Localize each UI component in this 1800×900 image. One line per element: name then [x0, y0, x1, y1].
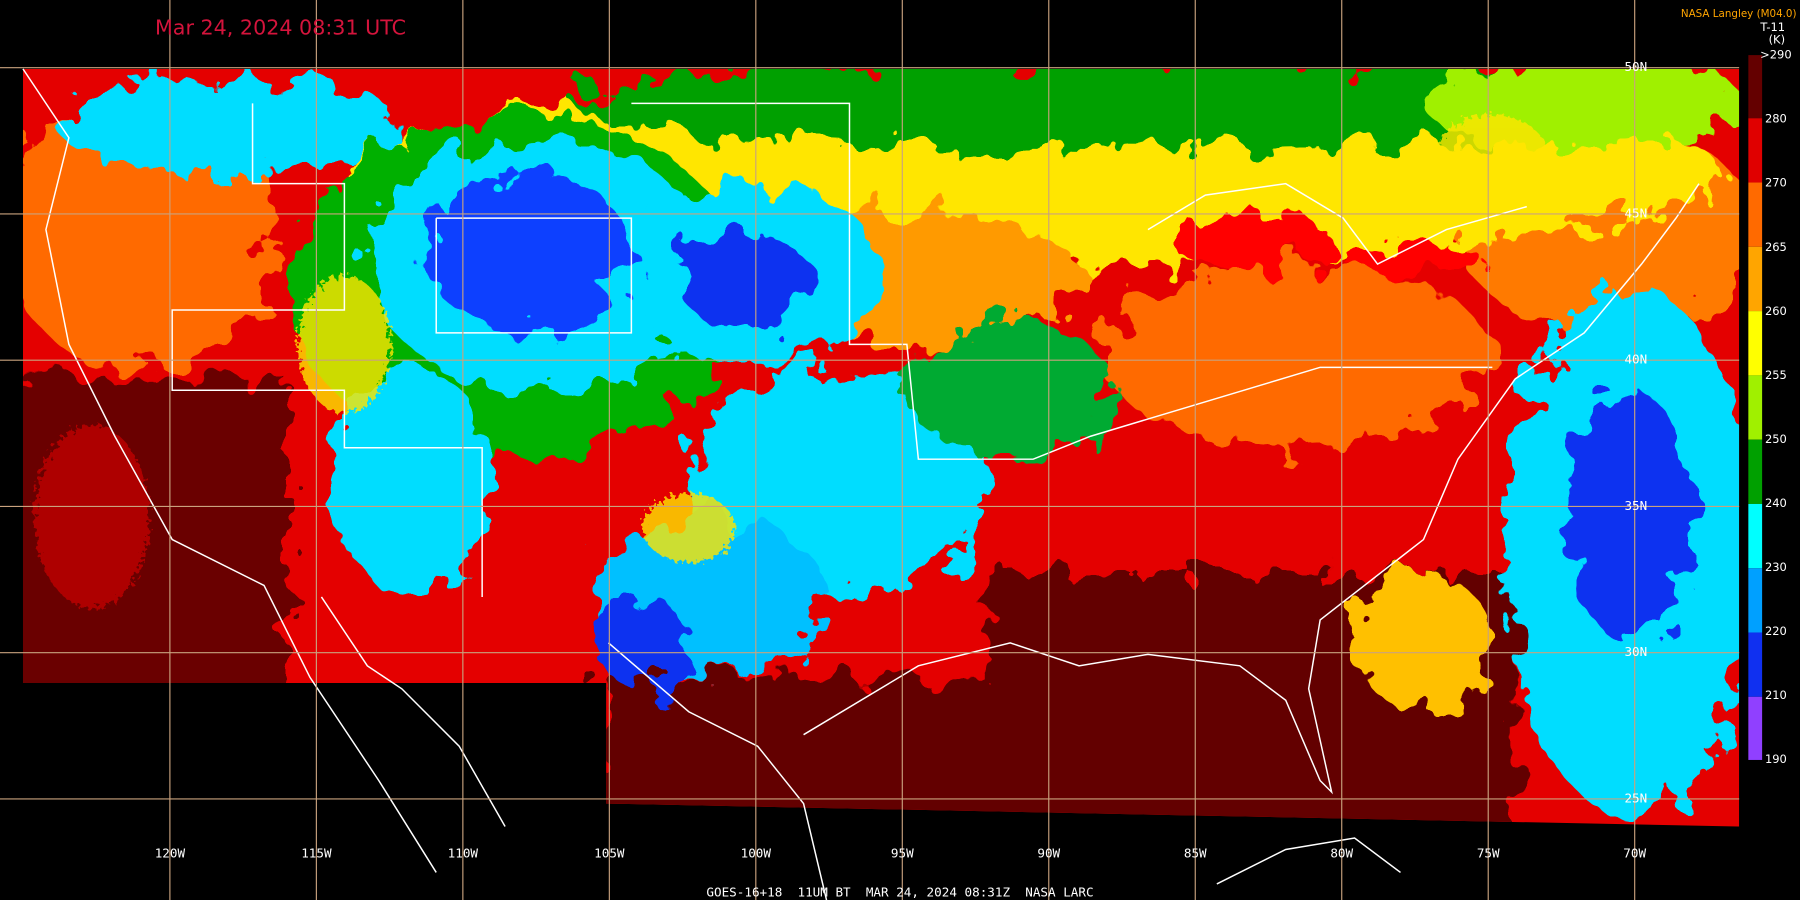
- longitude-label: 110W: [448, 846, 479, 861]
- latitude-label: 25N: [1624, 790, 1647, 805]
- colorbar-label: 210: [1765, 688, 1787, 702]
- latitude-label: 45N: [1624, 205, 1647, 220]
- colorbar-label: >290: [1760, 48, 1791, 62]
- latitude-label: 30N: [1624, 644, 1647, 659]
- latitude-label: 40N: [1624, 352, 1647, 367]
- colorbar-label: 230: [1765, 560, 1787, 574]
- longitude-label: 85W: [1184, 846, 1207, 861]
- channel: T-11: [1759, 20, 1785, 34]
- colorbar-label: 280: [1765, 112, 1787, 126]
- unit: (K): [1769, 33, 1785, 47]
- colorbar-label: 255: [1765, 368, 1787, 382]
- colorbar: [1748, 55, 1763, 760]
- longitude-label: 115W: [301, 846, 332, 861]
- latitude-label: 50N: [1624, 59, 1647, 74]
- longitude-label: 70W: [1623, 846, 1646, 861]
- longitude-label: 75W: [1477, 846, 1500, 861]
- colorbar-label: 270: [1765, 176, 1787, 190]
- footer: GOES-16+18 11UM BT MAR 24, 2024 08:31Z N…: [706, 885, 1093, 900]
- colorbar-label: 190: [1765, 752, 1787, 766]
- longitude-label: 100W: [741, 846, 772, 861]
- longitude-label: 80W: [1330, 846, 1353, 861]
- colorbar-label: 260: [1765, 304, 1787, 318]
- longitude-label: 105W: [594, 846, 625, 861]
- graticule: 120W 115W 110W 105W 100W 95W 90W 85W 80W 75W 70W 50…: [0, 0, 1740, 900]
- coastlines: [22, 68, 1700, 900]
- colorbar-labels: >290 280 270 265 260 255 250 240 230 220 210 190: [1760, 48, 1791, 767]
- colorbar-label: 250: [1765, 432, 1787, 446]
- longitude-label: 95W: [891, 846, 914, 861]
- colorbar-label: 240: [1765, 496, 1787, 510]
- longitude-label: 120W: [155, 846, 186, 861]
- colorbar-label: 220: [1765, 624, 1787, 638]
- timestamp: Mar 24, 2024 08:31 UTC: [155, 16, 406, 40]
- colorbar-label: 265: [1765, 240, 1787, 254]
- latitude-label: 35N: [1624, 498, 1647, 513]
- longitude-label: 90W: [1037, 846, 1060, 861]
- credit: NASA Langley (M04.0): [1681, 8, 1797, 20]
